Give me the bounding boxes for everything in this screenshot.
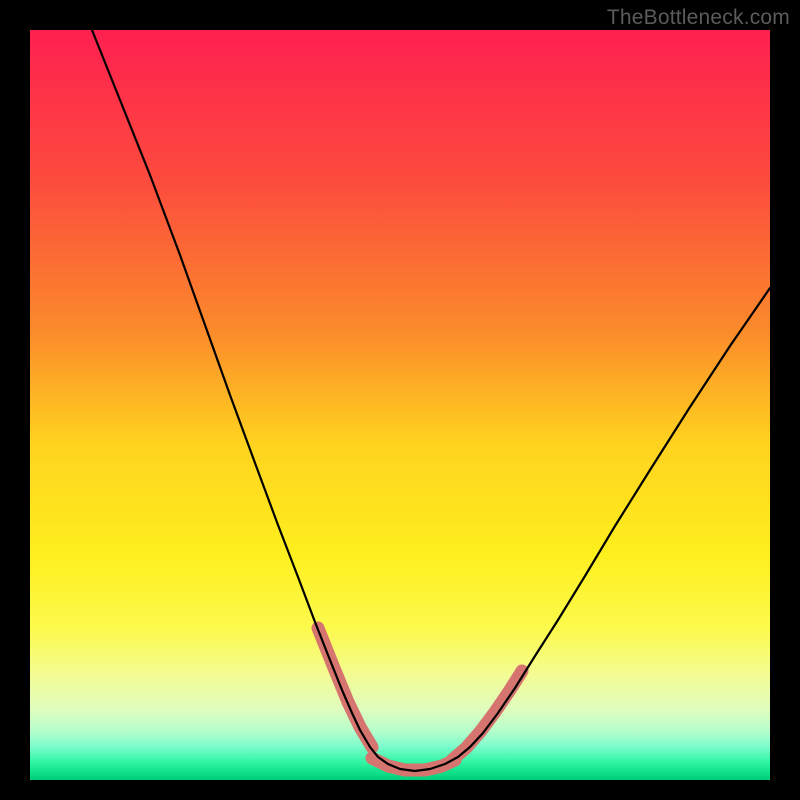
chart-frame: TheBottleneck.com: [0, 0, 800, 800]
plot-background: [30, 30, 770, 780]
chart-svg: [0, 0, 800, 800]
watermark-text: TheBottleneck.com: [607, 6, 790, 30]
